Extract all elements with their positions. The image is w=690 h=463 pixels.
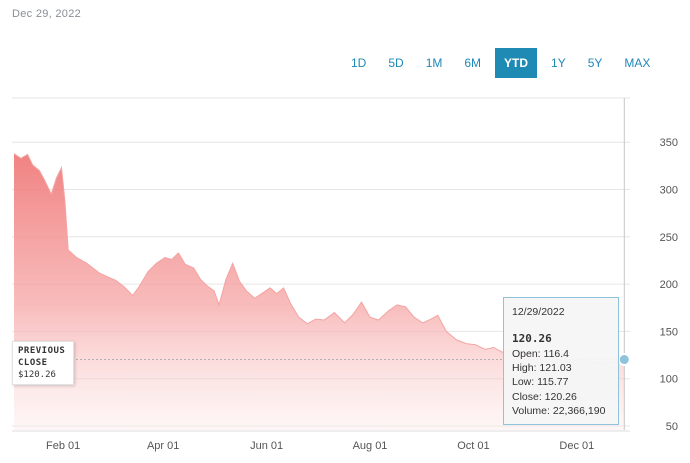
y-tick-label: 150 bbox=[660, 326, 678, 338]
y-axis: 50 100 150 200 250 300 350 bbox=[660, 137, 678, 433]
chart-date-label: Dec 29, 2022 bbox=[12, 8, 82, 20]
y-tick-label: 100 bbox=[660, 374, 678, 386]
y-tick-label: 50 bbox=[666, 421, 678, 433]
tooltip-high: High: 121.03 bbox=[512, 362, 572, 375]
tooltip-date: 12/29/2022 bbox=[512, 306, 565, 318]
range-selector: 1D 5D 1M 6M YTD 1Y 5Y MAX bbox=[340, 48, 661, 78]
range-button-5y[interactable]: 5Y bbox=[587, 56, 603, 70]
y-tick-label: 250 bbox=[660, 232, 678, 244]
x-tick-label: Jun 01 bbox=[250, 440, 283, 452]
tooltip-close: Close: 120.26 bbox=[512, 390, 577, 403]
x-tick-label: Aug 01 bbox=[353, 440, 388, 452]
x-tick-label: Dec 01 bbox=[559, 440, 594, 452]
x-axis: Feb 01 Apr 01 Jun 01 Aug 01 Oct 01 Dec 01 bbox=[12, 430, 630, 452]
y-tick-label: 350 bbox=[660, 137, 678, 149]
range-button-1m[interactable]: 1M bbox=[425, 56, 443, 70]
price-tooltip: 12/29/2022 120.26 Open: 116.4 High: 121.… bbox=[503, 297, 619, 425]
price-line bbox=[13, 153, 625, 365]
range-button-max[interactable]: MAX bbox=[624, 56, 651, 70]
y-tick-label: 200 bbox=[660, 279, 678, 291]
previous-close-value: $120.26 bbox=[18, 370, 56, 380]
range-button-1d[interactable]: 1D bbox=[351, 56, 367, 70]
range-button-ytd[interactable]: YTD bbox=[495, 48, 538, 78]
previous-close-label: PREVIOUS CLOSE $120.26 bbox=[12, 341, 74, 385]
tooltip-price: 120.26 bbox=[512, 332, 552, 345]
x-tick-label: Apr 01 bbox=[147, 440, 179, 452]
range-button-6m[interactable]: 6M bbox=[464, 56, 482, 70]
tooltip-low: Low: 115.77 bbox=[512, 376, 569, 389]
range-button-5d[interactable]: 5D bbox=[388, 56, 404, 70]
tooltip-open: Open: 116.4 bbox=[512, 348, 570, 360]
hover-point-marker bbox=[617, 353, 631, 367]
previous-close-title-1: PREVIOUS bbox=[18, 346, 66, 356]
y-tick-label: 300 bbox=[660, 185, 678, 197]
x-tick-label: Feb 01 bbox=[46, 440, 80, 452]
range-button-1y[interactable]: 1Y bbox=[551, 56, 566, 70]
tooltip-volume: Volume: 22,366,190 bbox=[512, 404, 606, 417]
previous-close-title-2: CLOSE bbox=[18, 358, 48, 368]
price-area bbox=[14, 153, 625, 430]
x-tick-label: Oct 01 bbox=[457, 440, 489, 452]
